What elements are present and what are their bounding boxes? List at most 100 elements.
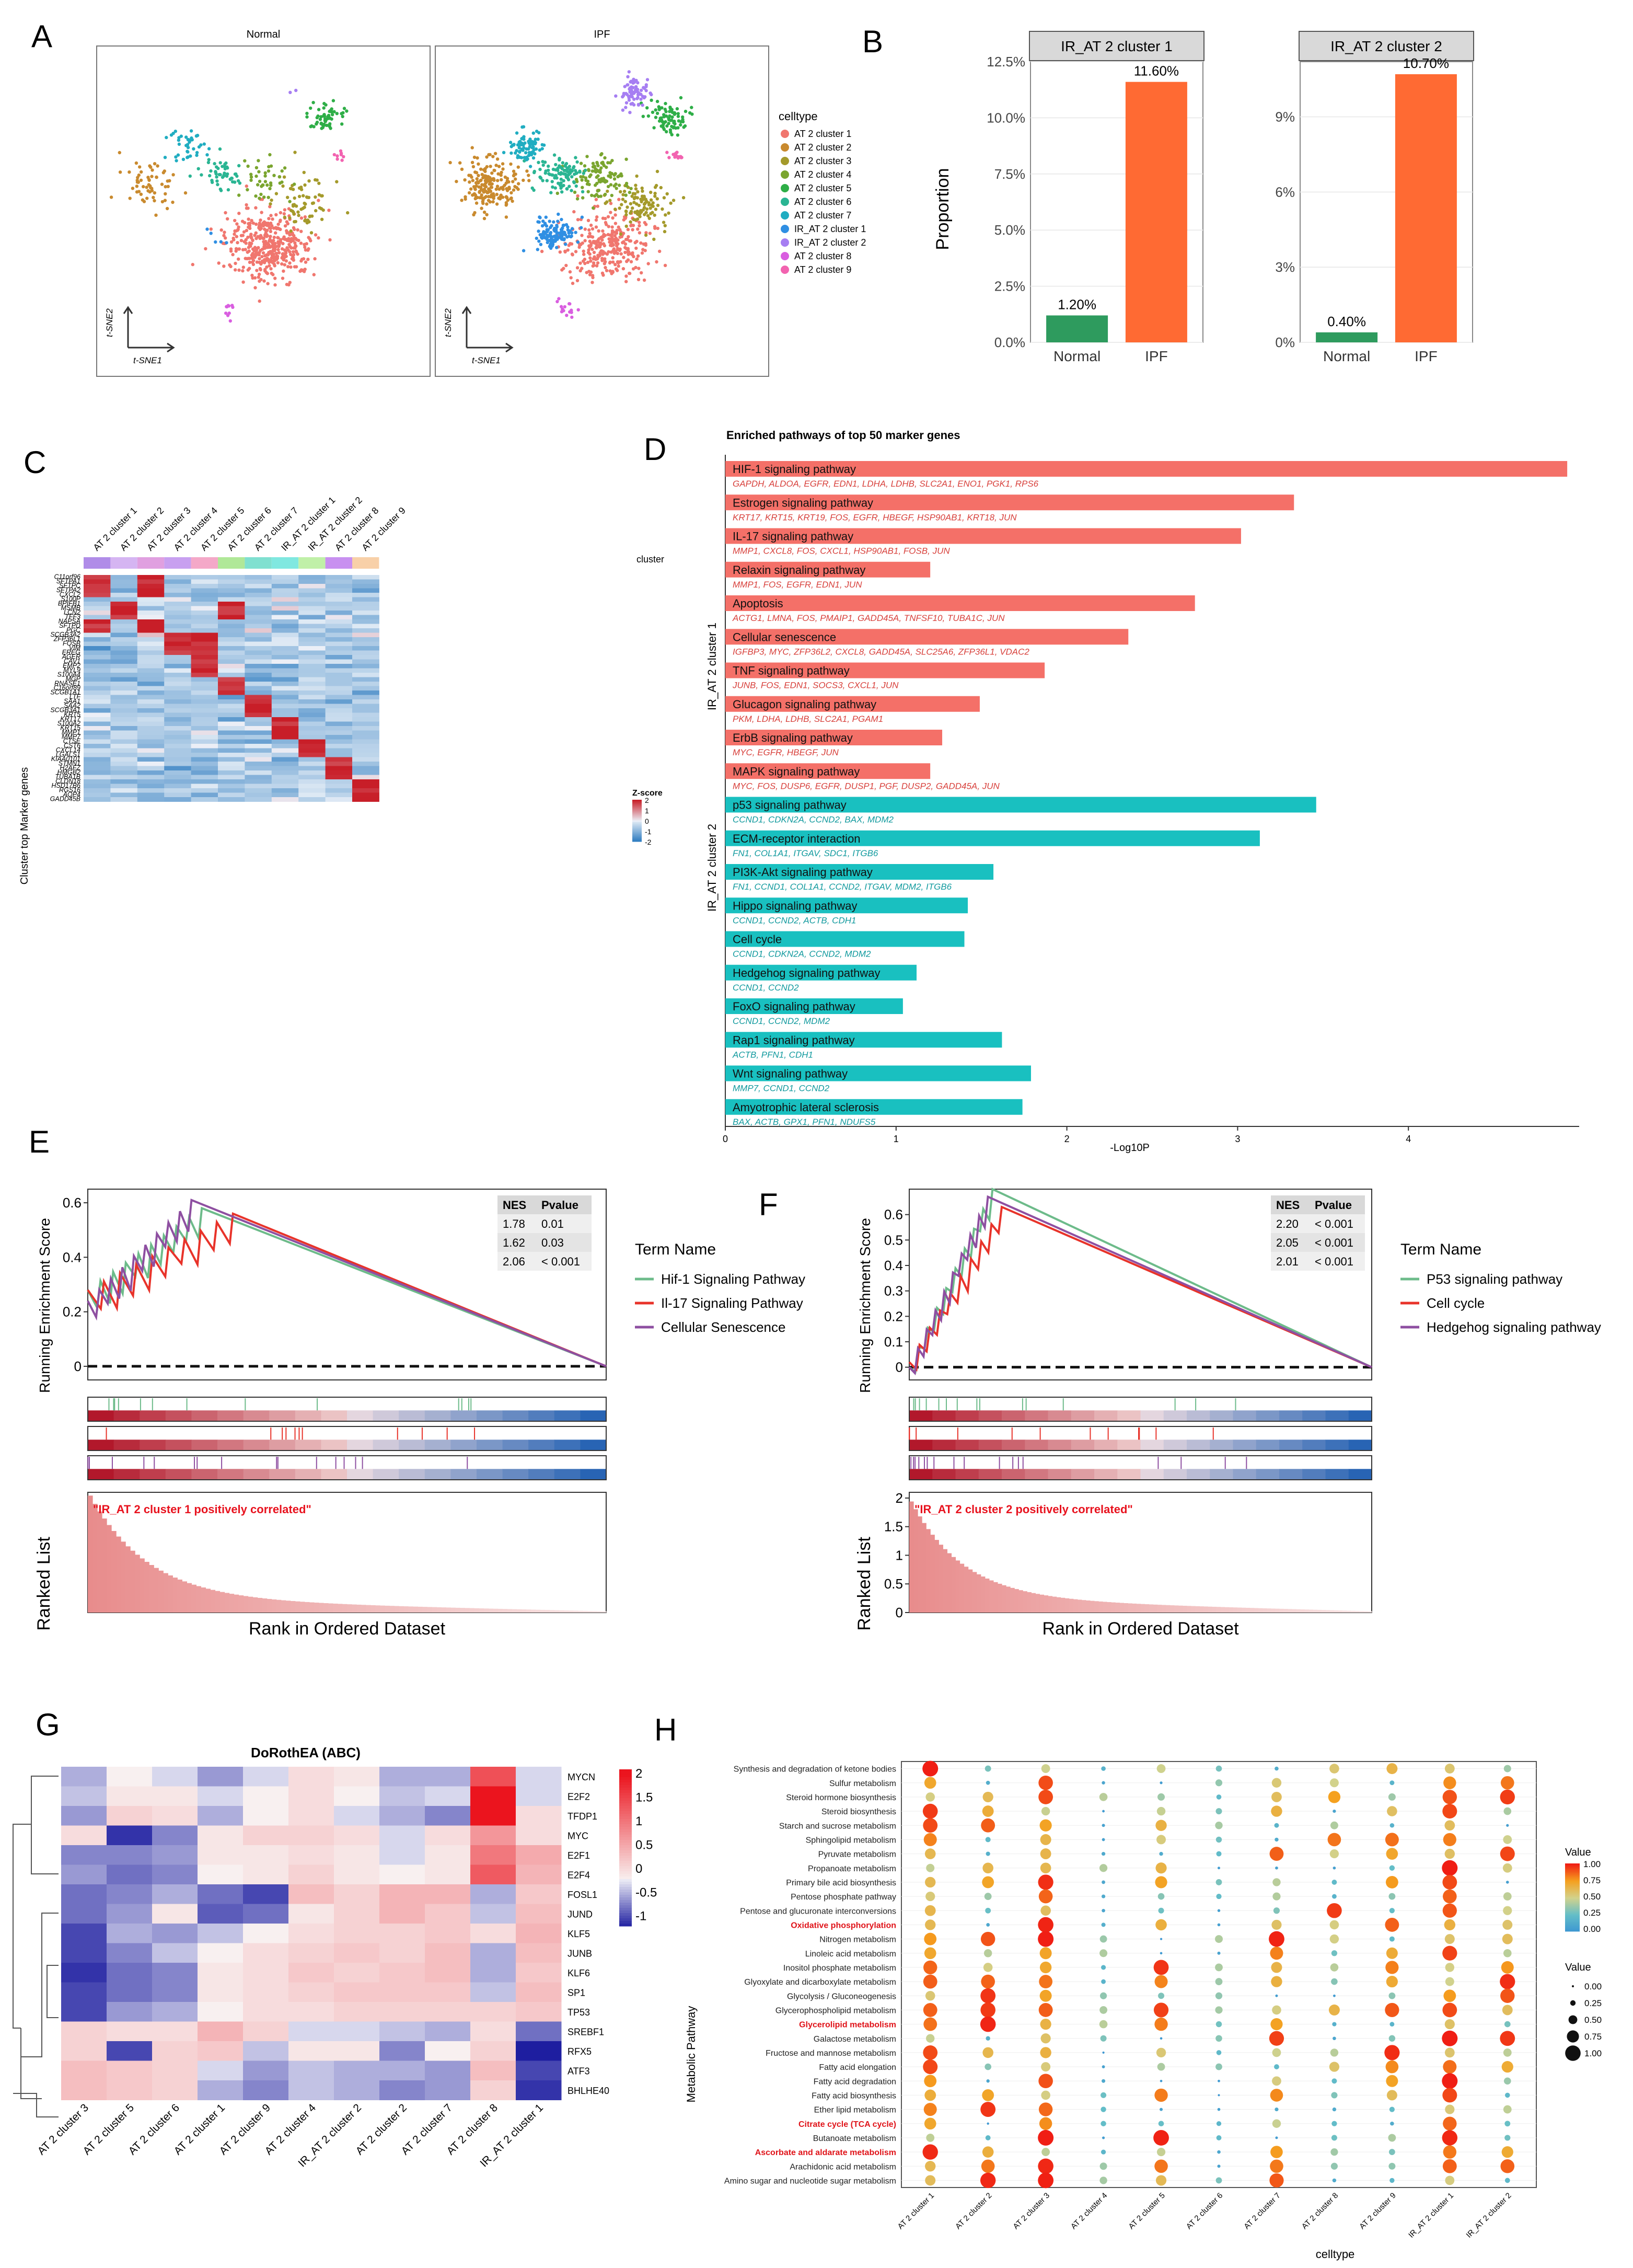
rank-gradient-cell bbox=[1140, 1410, 1164, 1421]
tsne-point bbox=[303, 243, 306, 246]
tf-heatmap-cell bbox=[107, 1924, 153, 1943]
rank-bar bbox=[238, 1595, 244, 1613]
rank-bar bbox=[582, 1610, 588, 1613]
heatmap-cell bbox=[191, 619, 218, 624]
heatmap-cell bbox=[84, 668, 111, 673]
tsne-point bbox=[258, 299, 261, 303]
pathway-dot bbox=[1160, 2037, 1163, 2040]
heatmap-cell bbox=[325, 753, 353, 757]
tsne-point bbox=[467, 191, 471, 195]
rank-bar bbox=[432, 1607, 437, 1613]
tsne-point bbox=[270, 256, 273, 260]
pathway-dot bbox=[1330, 1963, 1339, 1972]
heatmap-cell bbox=[298, 602, 326, 606]
heatmap-cell bbox=[245, 575, 272, 580]
cluster-annotation bbox=[271, 557, 299, 569]
heatmap-cell bbox=[137, 730, 165, 735]
dotplot-color-swatch bbox=[1565, 1873, 1580, 1875]
tf-row-label: SP1 bbox=[568, 1987, 585, 1998]
rank-bar bbox=[926, 1529, 931, 1613]
heatmap-cell bbox=[110, 770, 138, 775]
pathway-label: Glycolysis / Gluconeogenesis bbox=[787, 1992, 896, 2001]
tsne-point bbox=[594, 258, 598, 261]
heatmap-cell bbox=[110, 659, 138, 664]
tf-row-label: JUNB bbox=[568, 1948, 592, 1959]
tsne-point bbox=[166, 185, 170, 188]
tsne-point bbox=[310, 124, 314, 128]
heatmap-cell bbox=[298, 650, 326, 655]
pathway-dot bbox=[1444, 1764, 1455, 1774]
heatmap-cell bbox=[191, 668, 218, 673]
tsne-point bbox=[570, 308, 573, 312]
tsne-point bbox=[246, 188, 249, 192]
pathway-dot bbox=[1445, 1963, 1455, 1972]
running-es-line bbox=[908, 1195, 1372, 1376]
heatmap-cell bbox=[218, 673, 245, 677]
tsne-point bbox=[297, 238, 300, 243]
heatmap-cell bbox=[245, 641, 272, 647]
tsne-point bbox=[545, 224, 549, 228]
tsne-point bbox=[531, 156, 536, 160]
tf-legend-swatch bbox=[619, 1861, 632, 1864]
tsne-point bbox=[538, 175, 542, 179]
rank-gradient-cell bbox=[909, 1410, 933, 1421]
tsne-point bbox=[254, 222, 258, 226]
heatmap-cell bbox=[164, 797, 192, 802]
heatmap-cell bbox=[191, 673, 218, 677]
heatmap-cell bbox=[218, 735, 245, 740]
y-tick-label: 6% bbox=[1275, 184, 1295, 200]
rank-bar bbox=[1367, 1611, 1372, 1613]
tsne-point bbox=[576, 218, 580, 222]
heatmap-cell bbox=[325, 739, 353, 744]
tsne-point bbox=[299, 241, 303, 245]
dotplot-color-swatch bbox=[1565, 1869, 1580, 1871]
tf-heatmap-cell bbox=[107, 1825, 153, 1846]
tsne-point bbox=[631, 267, 635, 271]
heatmap-cell bbox=[245, 668, 272, 673]
tf-heatmap-cell bbox=[425, 1767, 471, 1787]
tsne-point bbox=[177, 139, 181, 142]
pathway-dot bbox=[1039, 2117, 1052, 2130]
tsne-point bbox=[612, 173, 616, 177]
tsne-point bbox=[667, 122, 670, 125]
pathway-dot bbox=[1333, 1809, 1336, 1813]
heatmap-cell bbox=[164, 615, 192, 620]
tf-heatmap-cell bbox=[379, 1806, 425, 1826]
tf-legend-swatch bbox=[619, 1809, 632, 1812]
tf-heatmap-cell bbox=[107, 1884, 153, 1904]
tsne-point bbox=[272, 235, 276, 239]
tsne-point bbox=[628, 111, 632, 114]
tsne-point bbox=[284, 259, 288, 263]
pathway-dot bbox=[1038, 1917, 1053, 1933]
legend-swatch bbox=[632, 813, 642, 815]
heatmap-cell bbox=[110, 588, 138, 593]
rank-bar bbox=[1266, 1608, 1271, 1613]
pathway-name: IL-17 signaling pathway bbox=[733, 530, 853, 543]
tsne-point bbox=[601, 216, 605, 220]
tsne-point bbox=[234, 247, 238, 250]
tf-heatmap-cell bbox=[107, 1963, 153, 1983]
tf-heatmap-cell bbox=[288, 1943, 334, 1963]
tsne-point bbox=[670, 118, 674, 122]
pvalue-value: < 0.001 bbox=[1315, 1217, 1353, 1230]
tf-heatmap-cell bbox=[425, 1884, 471, 1904]
tsne-point bbox=[629, 202, 633, 205]
tf-heatmap-cell bbox=[334, 1864, 380, 1885]
pathway-bar bbox=[725, 797, 1316, 813]
tsne-point bbox=[521, 136, 525, 140]
heatmap-cell bbox=[84, 735, 111, 740]
tf-heatmap-cell bbox=[152, 2041, 198, 2061]
tsne-point bbox=[480, 193, 483, 197]
tf-heatmap-cell bbox=[425, 2002, 471, 2022]
tsne-point bbox=[605, 269, 609, 272]
tsne-point bbox=[609, 202, 613, 205]
tsne-point bbox=[233, 218, 237, 223]
tsne-point bbox=[304, 260, 308, 264]
pathway-name: ErbB signaling pathway bbox=[733, 731, 853, 744]
pathway-dot bbox=[1500, 1789, 1515, 1805]
heatmap-cell bbox=[298, 770, 326, 775]
tsne-point bbox=[265, 224, 269, 227]
tsne-point bbox=[648, 91, 652, 95]
metabolic-dotplot: Synthesis and degradation of ketone bodi… bbox=[724, 1760, 1602, 2240]
tsne-point bbox=[676, 133, 680, 137]
